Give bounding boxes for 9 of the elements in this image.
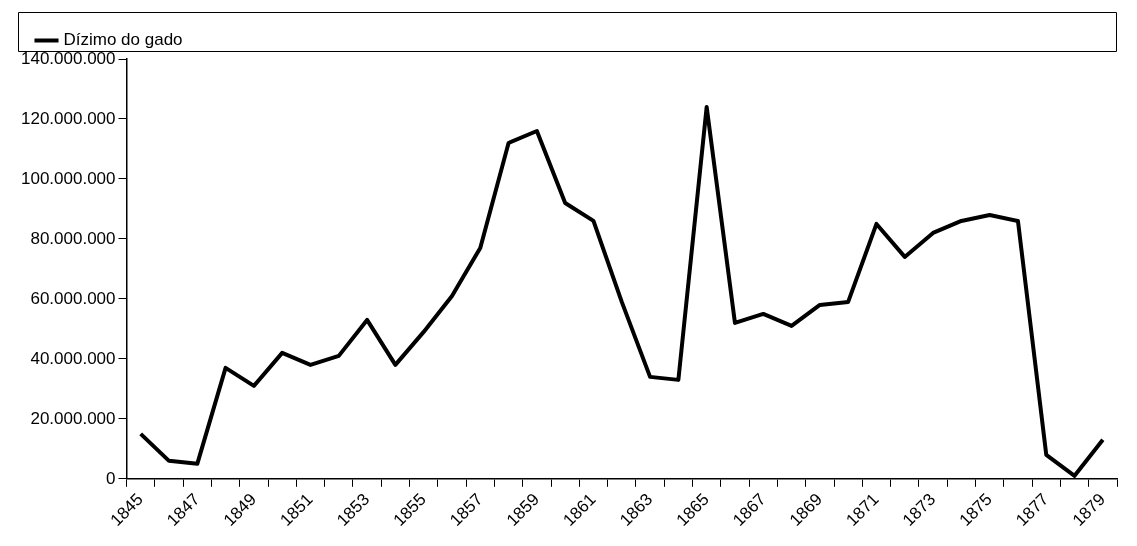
y-tick-label: 80.000.000 <box>30 228 116 248</box>
y-tick-label: 60.000.000 <box>30 288 116 308</box>
y-tick-label: 40.000.000 <box>30 348 116 368</box>
legend-label: Dízimo do gado <box>63 30 183 50</box>
y-tick-label: 100.000.000 <box>20 168 116 188</box>
y-tick-label: 140.000.000 <box>20 48 116 68</box>
y-tick-label: 20.000.000 <box>30 408 116 428</box>
y-tick-label: 120.000.000 <box>20 108 116 128</box>
y-tick-label: 0 <box>106 468 116 488</box>
